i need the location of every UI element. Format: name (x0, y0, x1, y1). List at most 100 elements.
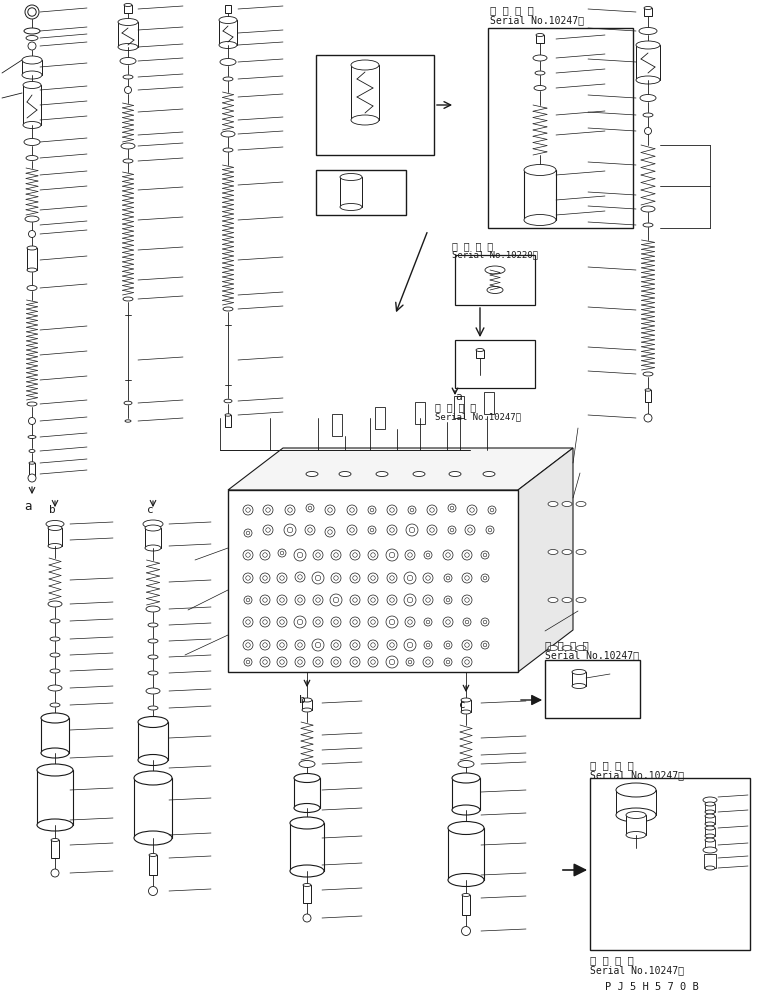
Circle shape (331, 573, 341, 583)
Circle shape (298, 620, 303, 625)
Ellipse shape (148, 655, 158, 659)
Circle shape (260, 617, 270, 627)
Ellipse shape (351, 60, 379, 70)
Ellipse shape (149, 853, 157, 856)
Ellipse shape (533, 55, 547, 61)
Ellipse shape (640, 95, 656, 102)
Circle shape (347, 525, 357, 535)
Circle shape (404, 639, 416, 651)
Ellipse shape (41, 748, 69, 758)
Circle shape (430, 528, 434, 532)
Circle shape (408, 553, 412, 557)
Bar (294, 778, 320, 808)
Circle shape (331, 657, 341, 667)
Circle shape (303, 914, 311, 922)
Ellipse shape (120, 58, 136, 65)
Ellipse shape (461, 698, 471, 702)
Circle shape (278, 549, 286, 557)
Ellipse shape (46, 521, 64, 528)
Circle shape (408, 506, 416, 514)
Ellipse shape (294, 803, 320, 812)
Text: Serial No.10247～: Serial No.10247～ (435, 412, 521, 421)
Circle shape (446, 661, 450, 664)
Ellipse shape (138, 717, 168, 728)
Ellipse shape (535, 71, 545, 75)
Circle shape (243, 573, 253, 583)
Bar (51, 840, 59, 858)
Ellipse shape (639, 28, 657, 35)
Ellipse shape (48, 601, 62, 607)
Circle shape (263, 643, 267, 648)
Circle shape (444, 641, 452, 649)
Text: a: a (24, 500, 32, 513)
Ellipse shape (37, 819, 73, 831)
Circle shape (280, 551, 284, 555)
Circle shape (370, 576, 375, 580)
Ellipse shape (27, 285, 37, 290)
Circle shape (260, 573, 270, 583)
Circle shape (328, 508, 332, 512)
Ellipse shape (548, 550, 558, 555)
Circle shape (298, 552, 303, 558)
Circle shape (149, 886, 158, 895)
Circle shape (334, 643, 339, 648)
Ellipse shape (123, 297, 133, 301)
Circle shape (368, 595, 378, 605)
Circle shape (347, 505, 357, 515)
Circle shape (483, 576, 487, 580)
Circle shape (350, 595, 360, 605)
Ellipse shape (28, 435, 36, 438)
Bar (228, 490, 518, 672)
Text: b: b (49, 505, 55, 515)
Ellipse shape (705, 834, 715, 838)
Ellipse shape (124, 4, 132, 7)
Text: 適 用 号 機: 適 用 号 機 (590, 760, 634, 770)
Ellipse shape (576, 550, 586, 555)
Ellipse shape (562, 550, 572, 555)
Circle shape (246, 643, 250, 648)
Circle shape (462, 640, 472, 650)
Ellipse shape (134, 831, 172, 845)
Circle shape (481, 551, 489, 559)
Bar (23, 85, 41, 125)
Circle shape (260, 640, 270, 650)
Circle shape (408, 597, 413, 603)
Circle shape (328, 530, 332, 534)
Circle shape (408, 643, 413, 648)
Circle shape (426, 576, 430, 580)
Ellipse shape (48, 685, 62, 691)
Circle shape (280, 660, 285, 665)
Circle shape (307, 528, 312, 532)
Ellipse shape (225, 414, 231, 416)
Bar (302, 700, 312, 710)
Circle shape (246, 508, 250, 512)
Circle shape (308, 506, 312, 510)
Circle shape (246, 531, 250, 535)
Ellipse shape (24, 139, 40, 146)
Ellipse shape (524, 165, 556, 176)
Circle shape (443, 617, 453, 627)
Circle shape (405, 550, 415, 560)
Circle shape (488, 506, 496, 514)
Circle shape (277, 657, 287, 667)
Circle shape (426, 660, 430, 665)
Ellipse shape (299, 760, 315, 767)
Circle shape (353, 643, 357, 648)
Bar (704, 854, 716, 868)
Circle shape (465, 643, 469, 648)
Bar (145, 528, 161, 548)
Circle shape (263, 620, 267, 625)
Bar (134, 778, 172, 838)
Circle shape (446, 576, 450, 580)
Ellipse shape (524, 215, 556, 226)
Circle shape (370, 660, 375, 665)
Circle shape (370, 620, 375, 625)
Ellipse shape (123, 75, 133, 79)
Circle shape (387, 525, 397, 535)
Bar (645, 390, 651, 402)
Ellipse shape (50, 637, 60, 641)
Circle shape (243, 505, 253, 515)
Circle shape (263, 553, 267, 557)
Circle shape (325, 505, 335, 515)
Ellipse shape (351, 115, 379, 125)
